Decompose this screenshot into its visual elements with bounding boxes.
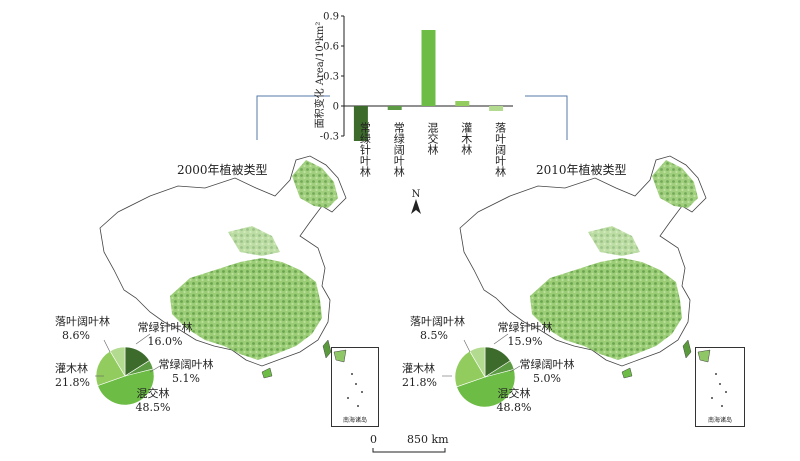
right-inset-islands bbox=[697, 349, 727, 407]
right-vegetation-central bbox=[588, 226, 640, 256]
pie-label-name: 混交林 bbox=[137, 386, 170, 400]
right-south-sea-inset: 南海诸岛 bbox=[695, 347, 745, 427]
pie-slice-4 bbox=[454, 350, 486, 388]
bar-5 bbox=[489, 106, 504, 111]
pie-label-name: 混交林 bbox=[498, 386, 531, 400]
pie-label-name: 落叶阔叶林 bbox=[410, 314, 465, 328]
left-inset-islands bbox=[333, 349, 363, 407]
left-inset-label: 南海诸岛 bbox=[342, 417, 367, 424]
y-tick-label: 0 bbox=[333, 102, 339, 113]
pie-label-pct: 21.8% bbox=[402, 376, 437, 389]
right-map-title: 2010年植被类型 bbox=[536, 163, 627, 177]
pie-leader-line bbox=[149, 365, 161, 373]
pie-label-pct: 5.0% bbox=[533, 372, 561, 385]
category-label: 灌木林 bbox=[460, 122, 473, 155]
pie-label-pct: 48.5% bbox=[136, 401, 171, 414]
pie-leader-line bbox=[493, 333, 509, 345]
pie-label-pct: 15.9% bbox=[508, 335, 543, 348]
right-hainan bbox=[621, 367, 633, 379]
bar-4 bbox=[455, 101, 470, 106]
category-label: 落叶阔叶林 bbox=[494, 122, 507, 177]
pie-label-name: 常绿针叶林 bbox=[138, 320, 193, 334]
bar-chart-y-axis-label: 面积变化 Area/10⁴km² bbox=[313, 22, 326, 129]
pie-label-name: 灌木林 bbox=[55, 361, 88, 375]
left-vegetation-northeast bbox=[292, 160, 338, 208]
right-inset-label: 南海诸岛 bbox=[707, 417, 732, 424]
pie-slice-3 bbox=[97, 368, 155, 406]
pie-label-pct: 5.1% bbox=[172, 372, 200, 385]
bar-1 bbox=[353, 106, 368, 141]
pie-leader-line bbox=[509, 365, 521, 373]
left-vegetation-south bbox=[170, 258, 322, 360]
pie-leader-line bbox=[103, 339, 111, 353]
north-label: N bbox=[412, 189, 421, 200]
category-label: 常绿阔叶林 bbox=[392, 122, 405, 177]
pie-label-pct: 48.8% bbox=[497, 401, 532, 414]
pie-label-name: 常绿阔叶林 bbox=[520, 357, 575, 371]
pie-leader-line bbox=[463, 339, 471, 353]
right-vegetation-northeast bbox=[652, 160, 698, 208]
bar-chart-category-labels: 常绿针叶林 常绿阔叶林 混交林 灌木林 落叶阔叶林 bbox=[358, 122, 506, 177]
pie-slice-3 bbox=[456, 368, 516, 408]
y-tick-label: 0.9 bbox=[323, 12, 339, 23]
bar-chart-bars bbox=[353, 30, 504, 141]
left-vegetation-central bbox=[228, 226, 280, 256]
pie-label-pct: 8.5% bbox=[420, 329, 448, 342]
bar-3 bbox=[421, 30, 436, 106]
category-label: 混交林 bbox=[426, 122, 439, 155]
pie-label-name: 落叶阔叶林 bbox=[55, 314, 110, 328]
bar-chart-tick-labels: 0.9 0.6 0.3 0 -0.3 bbox=[320, 12, 339, 143]
pie-leader-line bbox=[135, 333, 151, 345]
left-map-title: 2000年植被类型 bbox=[177, 163, 268, 177]
pie-label-pct: 8.6% bbox=[62, 329, 90, 342]
pie-label-pct: 21.8% bbox=[55, 376, 90, 389]
pie-label-name: 灌木林 bbox=[402, 361, 435, 375]
category-label: 常绿针叶林 bbox=[358, 122, 371, 177]
bar-2 bbox=[387, 106, 402, 110]
right-taiwan bbox=[682, 339, 692, 359]
pie-label-name: 常绿针叶林 bbox=[498, 320, 553, 334]
right-vegetation-south bbox=[530, 258, 682, 360]
y-tick-label: 0.6 bbox=[323, 42, 339, 53]
left-south-sea-inset: 南海诸岛 bbox=[331, 347, 379, 427]
pie-label-pct: 16.0% bbox=[148, 335, 183, 348]
y-tick-label: 0.3 bbox=[323, 72, 339, 83]
north-arrow: N bbox=[411, 189, 421, 214]
pie-label-name: 常绿阔叶林 bbox=[159, 357, 214, 371]
north-arrow-icon bbox=[411, 199, 421, 214]
y-tick-label: -0.3 bbox=[320, 132, 339, 143]
left-hainan bbox=[261, 367, 273, 379]
pie-slice-5 bbox=[109, 346, 126, 378]
